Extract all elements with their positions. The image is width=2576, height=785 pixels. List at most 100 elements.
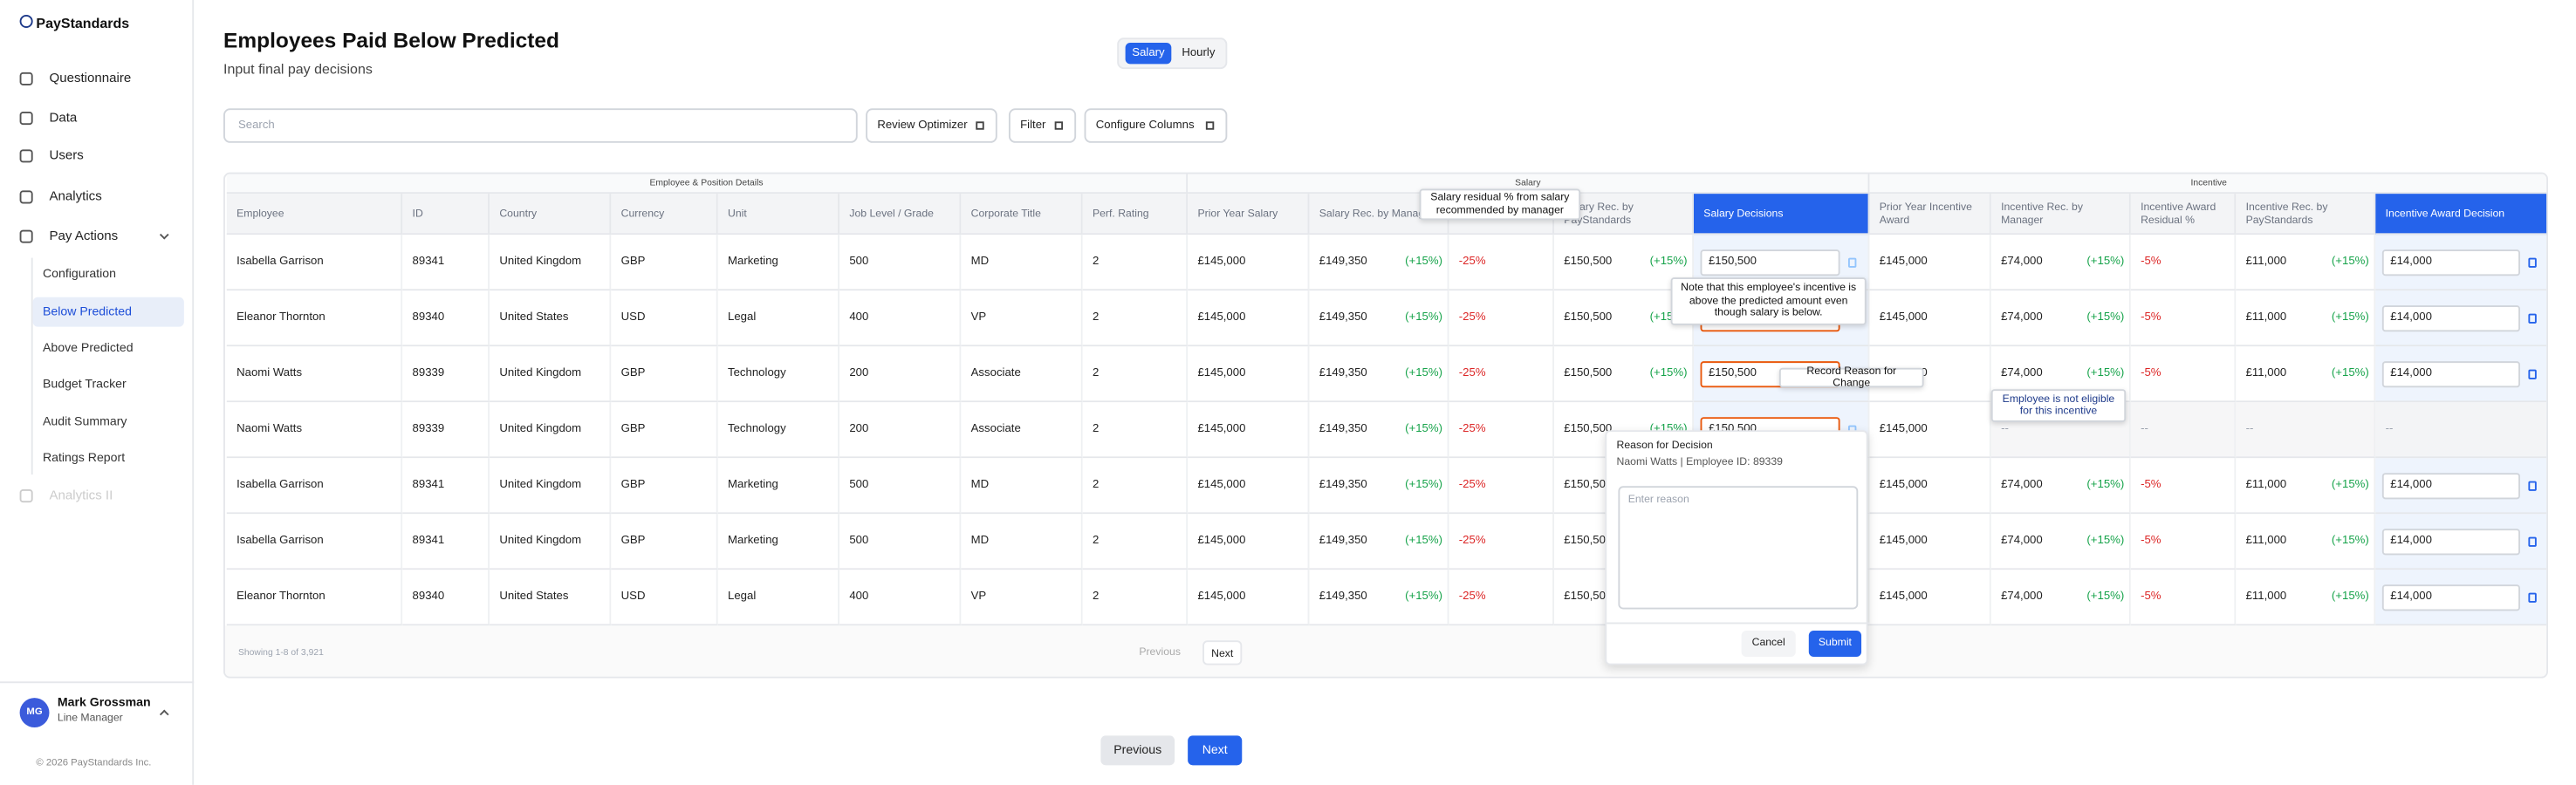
note-icon[interactable]: [1847, 257, 1857, 268]
cell-text: 200: [849, 423, 869, 435]
nav-item[interactable]: Data: [49, 110, 78, 126]
cell-text: Eleanor Thornton: [236, 311, 325, 324]
submenu-item[interactable]: Configuration: [42, 265, 116, 281]
table-cell: Marketing: [717, 514, 840, 570]
toggle-option[interactable]: Hourly: [1182, 47, 1216, 59]
column-header: Incentive Rec. by PayStandards: [2236, 194, 2376, 236]
decision-value: £150,500: [1708, 367, 1757, 379]
nav-icon: [19, 190, 33, 204]
cancel-button[interactable]: Cancel: [1741, 630, 1796, 658]
cell-amount: £74,000: [2001, 535, 2043, 547]
nav-item[interactable]: Analytics: [49, 188, 102, 204]
decision-value: £150,500: [1708, 256, 1757, 268]
cell-text: 2: [1092, 256, 1100, 268]
note-icon[interactable]: [2528, 592, 2537, 603]
cell-amount: £149,350: [1319, 256, 1367, 268]
sidebar: PayStandards Questionnaire Data Users Analyt…: [0, 0, 195, 785]
decision-input[interactable]: £14,000: [2381, 529, 2520, 556]
tooltip: Employee is not eligible for this incent…: [1990, 389, 2127, 422]
note-icon[interactable]: [2528, 481, 2537, 491]
decision-input[interactable]: £14,000: [2381, 361, 2520, 388]
cell-text: -5%: [2141, 479, 2162, 491]
avatar: MG: [19, 698, 50, 728]
cell-delta: (+15%): [2086, 590, 2125, 603]
search-placeholder: Search: [237, 119, 275, 132]
cell-text: 500: [849, 535, 869, 547]
submenu-item[interactable]: Above Predicted: [42, 339, 134, 355]
table-cell: 89339: [402, 346, 490, 403]
decision-input[interactable]: £14,000: [2381, 584, 2520, 611]
cell-text: Technology: [728, 423, 786, 435]
table-cell: £145,000: [1869, 570, 1991, 626]
cell-text: £145,000: [1879, 423, 1928, 435]
cell-text: Legal: [728, 590, 757, 603]
cell-delta: (+15%): [2086, 479, 2125, 491]
nav-item[interactable]: Users: [49, 147, 84, 163]
group-header: Employee & Position Details: [226, 174, 1189, 195]
cell-amount: £74,000: [2001, 311, 2043, 324]
toolbar-button[interactable]: Filter: [1008, 108, 1077, 143]
cell-text: 2: [1092, 423, 1100, 435]
cell-delta: (+15%): [2331, 479, 2369, 491]
table-cell: Eleanor Thornton: [226, 290, 403, 347]
table-cell: £14,000: [2375, 570, 2547, 626]
submenu-item[interactable]: Budget Tracker: [42, 376, 127, 392]
submenu-line: [31, 257, 33, 475]
nav-item[interactable]: Questionnaire: [49, 70, 132, 85]
decision-input[interactable]: £14,000: [2381, 473, 2520, 500]
table-cell: 89341: [402, 514, 490, 570]
cell-delta: (+15%): [1405, 423, 1442, 435]
pager-next[interactable]: Next: [1188, 735, 1243, 766]
pagination-next[interactable]: Next: [1202, 640, 1243, 666]
submenu-item[interactable]: Audit Summary: [42, 413, 127, 429]
table-cell: United Kingdom: [490, 458, 612, 515]
note-icon[interactable]: [2528, 536, 2537, 547]
table-cell: £149,350 (+15%): [1309, 402, 1449, 459]
copyright: © 2026 PayStandards Inc.: [36, 758, 152, 769]
cell-text: -25%: [1458, 367, 1486, 379]
decision-input[interactable]: £150,500: [1700, 249, 1840, 276]
note-icon[interactable]: [2528, 369, 2537, 379]
table-cell: 89340: [402, 290, 490, 347]
cell-text: VP: [970, 590, 987, 603]
toolbar-button[interactable]: Review Optimizer: [866, 108, 997, 143]
column-header: Salary Decisions: [1694, 194, 1870, 236]
cell-amount: £150,500: [1564, 311, 1613, 324]
cell-amount: £11,000: [2245, 256, 2287, 268]
decision-value: £14,000: [2390, 311, 2432, 324]
pagination-previous[interactable]: Previous: [1139, 646, 1181, 659]
reason-textarea[interactable]: Enter reason: [1618, 486, 1859, 610]
cell-text: Marketing: [728, 479, 778, 491]
cell-text: Technology: [728, 367, 786, 379]
user-role: Line Manager: [57, 713, 123, 725]
nav-item[interactable]: Pay Actions: [49, 228, 119, 243]
table-cell: £74,000 (+15%): [1990, 570, 2131, 626]
note-icon[interactable]: [2528, 313, 2537, 324]
table-cell: £145,000: [1188, 514, 1310, 570]
table-cell: 400: [839, 290, 962, 347]
cell-delta: (+15%): [1405, 311, 1442, 324]
cell-text: 89340: [412, 311, 445, 324]
search-input[interactable]: Search: [223, 108, 858, 143]
table-footer: Showing 1-8 of 3,921 Previous Next: [224, 625, 2547, 677]
column-header: Currency: [611, 194, 718, 236]
toolbar-button[interactable]: Configure Columns: [1084, 108, 1228, 143]
cell-delta: (+15%): [1405, 479, 1442, 491]
user-chevron[interactable]: [159, 709, 169, 720]
decision-input[interactable]: £14,000: [2381, 305, 2520, 332]
table-cell: 500: [839, 458, 962, 515]
decision-input[interactable]: £14,000: [2381, 249, 2520, 276]
pager-previous[interactable]: Previous: [1100, 735, 1175, 766]
toggle-option[interactable]: Salary: [1125, 42, 1172, 65]
cell-text: £145,000: [1197, 367, 1246, 379]
submenu-item[interactable]: Ratings Report: [42, 449, 126, 465]
submit-button[interactable]: Submit: [1808, 630, 1862, 658]
table-cell: £11,000 (+15%): [2236, 290, 2376, 347]
table-cell: £145,000: [1188, 235, 1310, 291]
cell-delta: (+15%): [2331, 535, 2369, 547]
submenu-item[interactable]: Below Predicted: [42, 304, 132, 319]
cell-text: 2: [1092, 367, 1100, 379]
table-cell: MD: [961, 235, 1083, 291]
note-icon[interactable]: [2528, 257, 2537, 268]
cell-text: 2: [1092, 590, 1100, 603]
